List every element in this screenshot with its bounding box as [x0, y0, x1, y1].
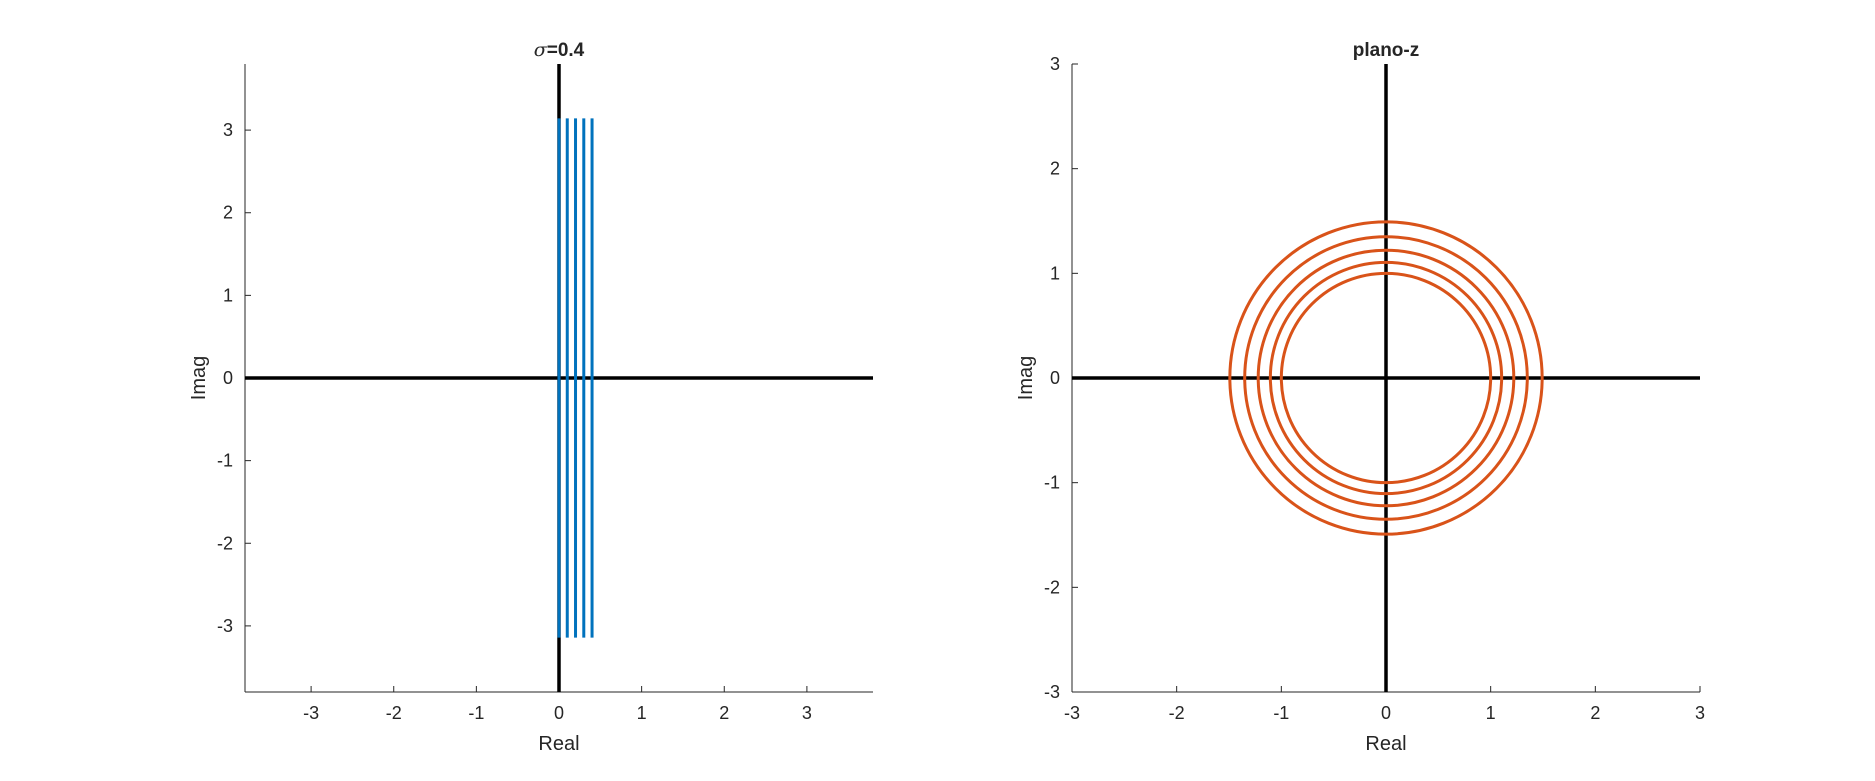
y-tick-label: 0 — [223, 368, 233, 388]
y-tick-label: 3 — [1050, 54, 1060, 74]
y-tick-label: -2 — [217, 533, 233, 553]
x-tick-label: 1 — [1486, 703, 1496, 723]
x-tick-label: -1 — [1273, 703, 1289, 723]
x-tick-label: 2 — [1590, 703, 1600, 723]
y-tick-label: 2 — [1050, 159, 1060, 179]
y-axis-label: Imag — [1015, 356, 1037, 400]
y-tick-label: 1 — [1050, 263, 1060, 283]
x-tick-label: 3 — [1695, 703, 1705, 723]
y-axis-label: Imag — [188, 356, 210, 400]
y-tick-label: -3 — [1044, 682, 1060, 702]
x-tick-label: -2 — [1169, 703, 1185, 723]
y-tick-label: -2 — [1044, 577, 1060, 597]
s-plane-axes: -3 -2 -1 0 1 2 3 -3 -2 -1 0 1 2 3 Real Imag σ=0.4 — [188, 39, 873, 755]
y-tick-label: 3 — [223, 120, 233, 140]
chart-title: plano-z — [1353, 40, 1420, 61]
x-tick-label: -3 — [303, 703, 319, 723]
y-tick-label: -1 — [217, 451, 233, 471]
chart-title: σ=0.4 — [534, 39, 585, 61]
x-tick-label: 3 — [802, 703, 812, 723]
x-axis-label: Real — [538, 733, 579, 755]
x-tick-label: -2 — [386, 703, 402, 723]
circle-contour-5 — [1228, 220, 1544, 536]
x-tick-label: 0 — [1381, 703, 1391, 723]
x-tick-label: -3 — [1064, 703, 1080, 723]
x-tick-label: -1 — [468, 703, 484, 723]
y-tick-label: -1 — [1044, 473, 1060, 493]
x-tick-label: 0 — [554, 703, 564, 723]
x-axis-label: Real — [1365, 733, 1406, 755]
y-tick-label: 2 — [223, 203, 233, 223]
title-value: =0.4 — [547, 40, 585, 61]
circle-contour-2 — [1268, 260, 1504, 496]
y-tick-label: -3 — [217, 616, 233, 636]
y-tick-label: 1 — [223, 285, 233, 305]
y-tick-label: 0 — [1050, 368, 1060, 388]
title-value: plano-z — [1353, 40, 1420, 61]
title-sigma-symbol: σ — [534, 39, 548, 61]
x-tick-label: 1 — [637, 703, 647, 723]
circle-contour-1 — [1279, 271, 1493, 485]
circle-contour-4 — [1243, 235, 1529, 521]
circle-contour-3 — [1256, 248, 1516, 508]
z-plane-axes: -3 -2 -1 0 1 2 3 -3 -2 -1 0 1 2 3 Real Imag plano-z — [1015, 40, 1705, 755]
x-tick-label: 2 — [719, 703, 729, 723]
